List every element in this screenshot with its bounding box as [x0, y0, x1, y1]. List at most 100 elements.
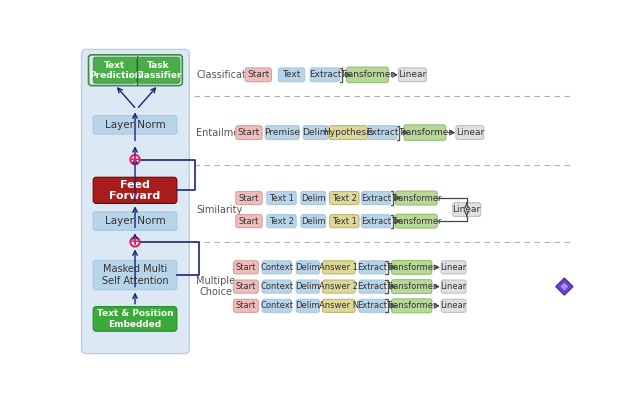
- FancyBboxPatch shape: [93, 116, 177, 134]
- FancyBboxPatch shape: [262, 299, 292, 312]
- Text: Transformer: Transformer: [387, 301, 437, 310]
- FancyBboxPatch shape: [330, 192, 359, 205]
- Text: Linear: Linear: [440, 282, 467, 291]
- Text: Delim: Delim: [302, 128, 329, 137]
- FancyBboxPatch shape: [136, 57, 180, 83]
- Text: Text
Prediction: Text Prediction: [89, 61, 141, 80]
- Text: Transformer: Transformer: [340, 70, 395, 79]
- FancyBboxPatch shape: [392, 280, 432, 294]
- Text: Start: Start: [247, 70, 269, 79]
- Text: Context: Context: [260, 301, 293, 310]
- FancyBboxPatch shape: [330, 215, 359, 228]
- Text: Extract: Extract: [361, 217, 391, 225]
- Text: Extract: Extract: [366, 128, 399, 137]
- FancyBboxPatch shape: [267, 215, 296, 228]
- Text: Extract: Extract: [357, 263, 387, 272]
- FancyBboxPatch shape: [359, 280, 385, 293]
- FancyBboxPatch shape: [301, 192, 326, 205]
- FancyBboxPatch shape: [441, 280, 466, 293]
- Text: Text 2: Text 2: [269, 217, 294, 225]
- FancyBboxPatch shape: [81, 49, 189, 354]
- FancyBboxPatch shape: [296, 299, 319, 312]
- FancyBboxPatch shape: [404, 125, 446, 140]
- FancyBboxPatch shape: [359, 299, 385, 312]
- FancyBboxPatch shape: [93, 261, 177, 290]
- Text: Start: Start: [236, 301, 256, 310]
- FancyBboxPatch shape: [456, 126, 484, 140]
- Text: Linear: Linear: [456, 128, 484, 137]
- Text: Linear: Linear: [440, 301, 467, 310]
- FancyBboxPatch shape: [236, 192, 262, 205]
- Text: Transformer: Transformer: [387, 263, 437, 272]
- Text: Feed
Forward: Feed Forward: [109, 180, 161, 201]
- FancyBboxPatch shape: [262, 280, 292, 293]
- Text: Premise: Premise: [264, 128, 300, 137]
- FancyBboxPatch shape: [367, 126, 397, 140]
- FancyBboxPatch shape: [301, 215, 326, 228]
- Text: Delim: Delim: [296, 282, 320, 291]
- FancyBboxPatch shape: [323, 280, 355, 293]
- Text: Answer 1: Answer 1: [319, 263, 358, 272]
- FancyBboxPatch shape: [323, 261, 355, 274]
- Text: Classification: Classification: [196, 70, 261, 80]
- FancyBboxPatch shape: [278, 68, 305, 82]
- FancyBboxPatch shape: [236, 126, 262, 140]
- Text: Task
Classifier: Task Classifier: [134, 61, 182, 80]
- Text: Context: Context: [260, 282, 293, 291]
- Text: Extract: Extract: [357, 301, 387, 310]
- FancyBboxPatch shape: [303, 126, 328, 140]
- FancyBboxPatch shape: [452, 203, 481, 217]
- FancyBboxPatch shape: [329, 126, 367, 140]
- Text: Delim: Delim: [301, 217, 326, 225]
- FancyBboxPatch shape: [399, 68, 426, 82]
- Text: Transformer: Transformer: [387, 282, 437, 291]
- FancyBboxPatch shape: [245, 68, 271, 82]
- Polygon shape: [556, 278, 573, 295]
- Text: Linear: Linear: [440, 263, 467, 272]
- Text: Delim: Delim: [301, 194, 326, 203]
- FancyBboxPatch shape: [296, 261, 319, 274]
- FancyBboxPatch shape: [362, 192, 391, 205]
- Text: Masked Multi
Self Attention: Masked Multi Self Attention: [102, 264, 168, 286]
- FancyBboxPatch shape: [362, 215, 391, 228]
- Text: Start: Start: [236, 282, 256, 291]
- FancyBboxPatch shape: [93, 212, 177, 230]
- FancyBboxPatch shape: [296, 280, 319, 293]
- Text: Delim: Delim: [296, 301, 320, 310]
- Text: Delim: Delim: [296, 263, 320, 272]
- FancyBboxPatch shape: [347, 67, 388, 83]
- Text: Linear: Linear: [398, 70, 427, 79]
- FancyBboxPatch shape: [93, 306, 177, 331]
- Text: Text 2: Text 2: [332, 194, 356, 203]
- Text: Answer N: Answer N: [319, 301, 359, 310]
- FancyBboxPatch shape: [310, 68, 340, 82]
- Text: Start: Start: [239, 217, 259, 225]
- Text: Context: Context: [260, 263, 293, 272]
- FancyBboxPatch shape: [323, 299, 355, 312]
- Text: Extract: Extract: [361, 194, 391, 203]
- Text: Start: Start: [238, 128, 260, 137]
- FancyBboxPatch shape: [234, 280, 259, 293]
- Text: Multiple
Choice: Multiple Choice: [196, 276, 236, 297]
- FancyBboxPatch shape: [234, 299, 259, 312]
- Text: Start: Start: [239, 194, 259, 203]
- Text: Similarity: Similarity: [196, 205, 243, 215]
- FancyBboxPatch shape: [234, 261, 259, 274]
- Text: Start: Start: [236, 263, 256, 272]
- FancyBboxPatch shape: [392, 261, 432, 274]
- FancyBboxPatch shape: [396, 214, 437, 228]
- Text: Text: Text: [282, 70, 301, 79]
- FancyBboxPatch shape: [262, 261, 292, 274]
- Text: Transformer: Transformer: [391, 217, 442, 225]
- Text: Text 1: Text 1: [332, 217, 356, 225]
- FancyBboxPatch shape: [396, 191, 437, 205]
- Circle shape: [131, 237, 140, 247]
- Text: Layer Norm: Layer Norm: [105, 120, 165, 130]
- Text: Extract: Extract: [357, 282, 387, 291]
- Text: Transformer: Transformer: [398, 128, 452, 137]
- Text: Text & Position
Embedded: Text & Position Embedded: [97, 309, 173, 329]
- Text: Hypothesis: Hypothesis: [323, 128, 373, 137]
- Text: Entailment: Entailment: [196, 128, 250, 138]
- Circle shape: [131, 155, 140, 164]
- FancyBboxPatch shape: [93, 57, 136, 83]
